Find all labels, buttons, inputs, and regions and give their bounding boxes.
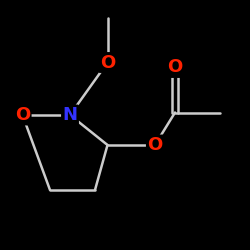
Text: O: O	[168, 58, 182, 76]
Text: O: O	[15, 106, 30, 124]
Text: O: O	[148, 136, 162, 154]
Text: N: N	[62, 106, 78, 124]
Text: O: O	[100, 54, 115, 72]
